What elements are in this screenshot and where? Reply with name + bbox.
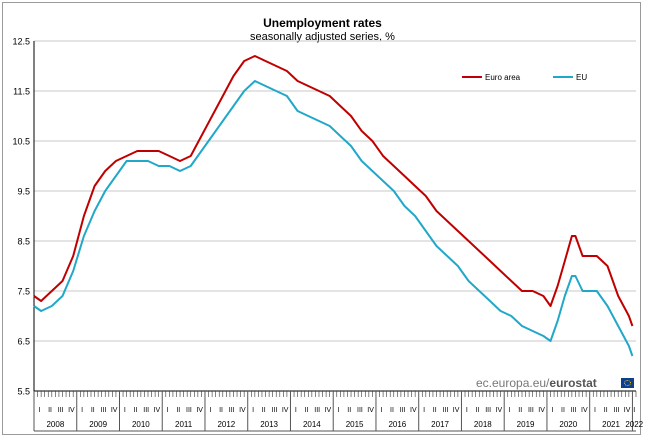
- quarter-label: II: [433, 407, 437, 414]
- quarter-label: III: [571, 407, 577, 414]
- quarter-label: I: [252, 407, 254, 414]
- quarter-label: I: [81, 407, 83, 414]
- quarter-label: II: [476, 407, 480, 414]
- quarter-label: III: [400, 407, 406, 414]
- year-label: 2014: [303, 420, 321, 429]
- quarter-label: III: [101, 407, 107, 414]
- quarter-label: III: [229, 407, 235, 414]
- quarter-label: II: [347, 407, 351, 414]
- year-label: 2015: [346, 420, 364, 429]
- quarter-label: II: [262, 407, 266, 414]
- quarter-label: III: [314, 407, 320, 414]
- eu-flag-icon: [621, 378, 634, 388]
- y-tick-label: 12.5: [12, 37, 30, 47]
- y-tick-label: 6.5: [17, 337, 30, 347]
- y-tick-label: 5.5: [17, 387, 30, 397]
- quarter-label: I: [509, 407, 511, 414]
- chart-frame: [2, 2, 641, 435]
- quarter-label: IV: [367, 407, 374, 414]
- year-label: 2022: [625, 420, 643, 429]
- year-label: 2020: [559, 420, 577, 429]
- series-lines: [33, 55, 634, 357]
- quarter-label: I: [594, 407, 596, 414]
- y-tick-label: 9.5: [17, 187, 30, 197]
- source-credit[interactable]: ec.europa.eu/eurostat: [476, 376, 597, 390]
- chart-title: Unemployment rates: [263, 16, 382, 30]
- year-label: 2011: [175, 420, 193, 429]
- y-tick-label: 8.5: [17, 237, 30, 247]
- quarter-label: III: [143, 407, 149, 414]
- y-axis: 12.5 11.5 10.5 9.5 8.5 7.5 6.5 5.5: [12, 37, 35, 397]
- quarter-label: II: [176, 407, 180, 414]
- quarter-label: II: [305, 407, 309, 414]
- quarter-label: I: [295, 407, 297, 414]
- quarter-label: IV: [410, 407, 417, 414]
- y-tick-label: 7.5: [17, 287, 30, 297]
- quarter-label: I: [423, 407, 425, 414]
- year-label: 2019: [517, 420, 535, 429]
- series-line-euro-area: [33, 55, 634, 327]
- quarter-label: IV: [453, 407, 460, 414]
- year-label: 2008: [46, 420, 64, 429]
- quarter-label: I: [38, 407, 40, 414]
- quarter-label: IV: [496, 407, 503, 414]
- quarter-label: III: [528, 407, 534, 414]
- quarter-label: IV: [239, 407, 246, 414]
- series-line-eu: [33, 80, 634, 357]
- source-brand: eurostat: [549, 376, 597, 390]
- y-tick-label: 11.5: [13, 87, 30, 97]
- year-label: 2012: [217, 420, 235, 429]
- quarter-label: I: [209, 407, 211, 414]
- year-label: 2021: [602, 420, 620, 429]
- quarter-label: IV: [154, 407, 161, 414]
- legend-label: Euro area: [485, 73, 521, 82]
- legend-label: EU: [576, 73, 587, 82]
- quarter-label: III: [186, 407, 192, 414]
- quarter-label: II: [518, 407, 522, 414]
- year-label: 2017: [431, 420, 449, 429]
- quarter-label: III: [58, 407, 64, 414]
- quarter-label: IV: [111, 407, 118, 414]
- year-label: 2013: [260, 420, 278, 429]
- quarter-label: II: [91, 407, 95, 414]
- quarter-label: III: [485, 407, 491, 414]
- quarter-label: IV: [282, 407, 289, 414]
- quarter-label: IV: [68, 407, 75, 414]
- quarter-label: IV: [538, 407, 545, 414]
- quarter-label: II: [390, 407, 394, 414]
- quarter-label: I: [338, 407, 340, 414]
- gridlines: [34, 40, 636, 342]
- quarter-label: II: [48, 407, 52, 414]
- quarter-label: III: [357, 407, 363, 414]
- quarter-label: IV: [325, 407, 332, 414]
- quarter-label: I: [167, 407, 169, 414]
- quarter-label: I: [551, 407, 553, 414]
- quarter-label: I: [124, 407, 126, 414]
- quarter-label: II: [134, 407, 138, 414]
- quarter-label: IV: [624, 407, 631, 414]
- year-label: 2010: [132, 420, 150, 429]
- year-label: 2009: [89, 420, 107, 429]
- source-prefix: ec.europa.eu/: [476, 376, 550, 390]
- quarter-label: I: [633, 407, 635, 414]
- quarter-label: II: [604, 407, 608, 414]
- quarter-label: II: [561, 407, 565, 414]
- quarter-label: II: [219, 407, 223, 414]
- quarter-label: IV: [196, 407, 203, 414]
- year-label: 2018: [474, 420, 492, 429]
- legend: Euro area EU: [462, 73, 587, 82]
- quarter-label: I: [466, 407, 468, 414]
- chart-subtitle: seasonally adjusted series, %: [250, 31, 395, 43]
- quarter-label: III: [613, 407, 619, 414]
- quarter-label: III: [443, 407, 449, 414]
- quarter-label: I: [380, 407, 382, 414]
- y-tick-label: 10.5: [12, 137, 30, 147]
- quarter-label: IV: [581, 407, 588, 414]
- quarter-label: III: [272, 407, 278, 414]
- year-label: 2016: [388, 420, 406, 429]
